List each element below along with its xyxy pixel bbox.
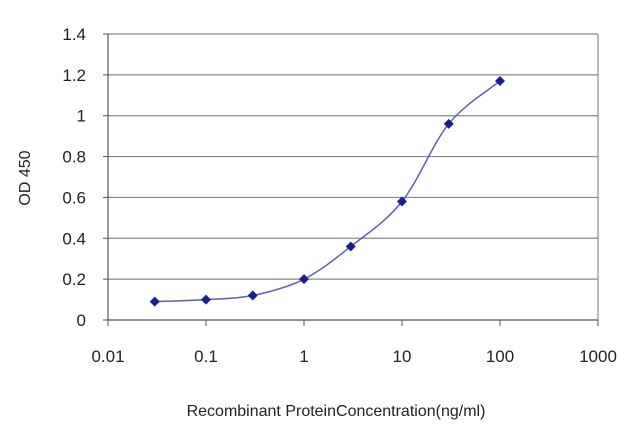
y-axis-label: OD 450 [17, 150, 34, 205]
x-tick-label: 10 [393, 347, 412, 366]
data-point [149, 296, 160, 307]
grid-lines [108, 33, 598, 280]
y-tick-label: 0 [77, 311, 86, 330]
y-tick-label: 0.2 [62, 270, 86, 289]
series-group [149, 75, 505, 307]
x-tick-label: 0.1 [194, 347, 218, 366]
y-tick-label: 0.6 [62, 188, 86, 207]
y-tick-label: 1.4 [62, 25, 86, 44]
x-tick-labels: 0.01 0.1 1 10 100 1000 [91, 347, 616, 366]
y-tick-label: 1.2 [62, 66, 86, 85]
x-tick-label: 1 [299, 347, 308, 366]
y-tick-labels: 0 0.2 0.4 0.6 0.8 1 1.2 1.4 [62, 25, 86, 330]
x-tick-label: 0.01 [91, 347, 124, 366]
data-point [397, 196, 407, 207]
series-line [154, 80, 501, 303]
y-tick-label: 0.4 [62, 229, 86, 248]
data-point [201, 294, 211, 305]
x-tick-label: 100 [486, 347, 514, 366]
data-point [495, 75, 505, 86]
y-tick-label: 1 [77, 107, 86, 126]
data-point [443, 118, 454, 129]
data-point [299, 274, 309, 285]
y-tick-label: 0.8 [62, 148, 86, 167]
data-point [345, 241, 356, 252]
x-tick-label: 1000 [579, 347, 617, 366]
x-axis-label: Recombinant ProteinConcentration(ng/ml) [187, 403, 486, 420]
axes [103, 33, 599, 326]
data-point [247, 290, 258, 301]
